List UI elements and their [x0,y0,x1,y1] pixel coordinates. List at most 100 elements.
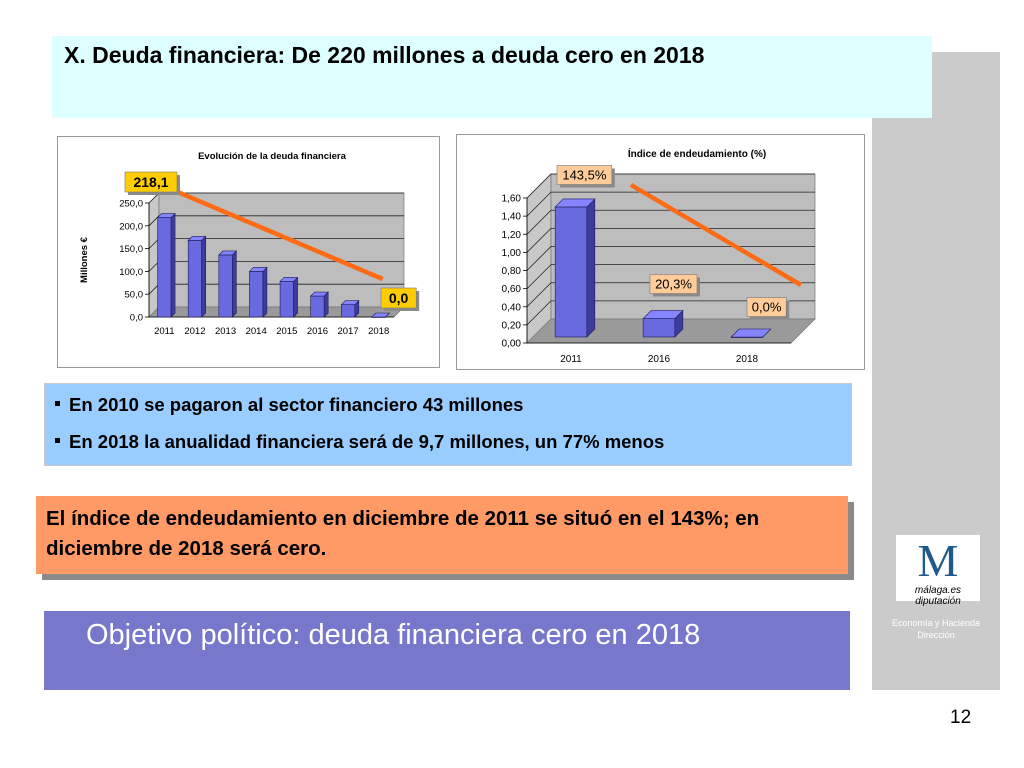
data-label: 143,5% [562,168,607,183]
gridline [526,209,815,235]
y-tick-label: 250,0 [119,199,143,210]
bar [279,281,294,318]
bar-side [170,212,176,318]
y-axis-title: Millones € [79,236,90,283]
bullet-list: En 2010 se pagaron al sector financiero … [44,383,852,466]
data-label-box [556,165,613,185]
data-label-box [124,171,178,193]
slide-title: X. Deuda financiera: De 220 millones a d… [64,42,705,68]
bar [249,271,264,318]
department-line: Economía y Hacienda [891,618,981,628]
bar [187,240,202,318]
page-number: 12 [950,707,972,728]
data-label: 218,1 [133,174,168,190]
gridline [526,227,815,253]
trend-arrow-line [173,188,384,282]
data-label-box [746,297,787,317]
bar-top [371,312,391,318]
bar [157,217,172,318]
chart-floor [148,306,405,318]
y-tick-label: 0,20 [502,320,522,331]
x-tick-label: 2018 [368,326,389,337]
x-tick-label: 2011 [560,354,582,365]
bar-side [232,250,237,318]
debt-chart-panel: Evolución de la deuda financiera 0,0 50,0 1… [57,136,440,368]
x-tick-label: 2018 [736,354,759,365]
gridline [526,173,815,199]
bar-top [309,291,329,297]
x-tick-label: 2014 [246,326,267,337]
bar-top [248,267,268,272]
y-tick-label: 0,60 [502,284,522,295]
bullet-text: En 2010 se pagaron al sector financiero … [69,394,524,415]
bullet-square-icon [55,438,60,443]
y-tick-label: 1,40 [502,212,522,223]
malaga-logo: M málaga.es diputación [896,535,980,607]
department-label: Economía y Hacienda Dirección [872,617,1000,641]
bar-top [218,250,238,256]
chart-title: Índice de endeudamiento (%) [628,147,766,160]
x-tick-label: 2016 [648,354,671,365]
bar-top [730,328,772,338]
gridline [526,300,815,326]
data-label: 0,0% [752,300,782,315]
objective-box: Objetivo político: deuda financiera cero… [44,611,850,690]
x-tick-label: 2015 [276,326,297,337]
debt-ratio-chart-panel: Índice de endeudamiento (%) 0,00 0,20 0,40 0… [456,134,865,370]
y-tick-label: 100,0 [119,267,143,278]
gridline [526,282,815,308]
data-label: 20,3% [655,277,692,292]
data-label: 0,0 [389,290,409,306]
gridline [526,191,815,217]
y-tick-label: 0,80 [502,266,522,277]
y-tick-label: 1,60 [502,194,522,205]
x-tick-label: 2011 [154,326,174,337]
bullet-item: En 2018 la anualidad financiera será de … [55,431,664,453]
bar [554,206,588,338]
trend-arrow-line [629,183,803,287]
bar-top [340,300,360,305]
bar-top [554,198,596,208]
x-tick-label: 2017 [337,326,358,337]
chart-title: Evolución de la deuda financiera [198,151,347,162]
bullet-square-icon [55,401,60,406]
x-tick-label: 2016 [307,326,328,337]
y-tick-label: 0,0 [130,313,143,324]
highlight-box: El índice de endeudamiento en diciembre … [36,496,848,574]
bar-side [586,198,596,338]
bar-side [262,266,268,318]
bar-side [201,235,206,318]
bar-top [642,310,684,319]
y-tick-label: 0,00 [502,339,522,350]
bar [310,295,325,318]
gridline [526,264,815,289]
logo-caption: málaga.es diputación [914,585,962,607]
gridline [526,246,815,271]
logo-letter: M [917,535,959,586]
y-tick-label: 50,0 [125,290,144,301]
bar [341,304,356,318]
bar-side [293,276,298,318]
objective-text: Objetivo político: deuda financiera cero… [86,619,701,651]
x-tick-label: 2012 [184,326,205,337]
x-tick-label: 2013 [215,326,236,337]
bar-top [187,236,207,241]
bar [218,254,233,318]
y-tick-label: 1,20 [502,230,522,241]
bar-top [279,277,299,282]
y-tick-label: 0,40 [502,302,522,313]
data-label-box [380,287,417,309]
bar-top [156,213,176,218]
bar [642,318,676,338]
y-tick-label: 200,0 [119,221,143,232]
debt-ratio-chart: Índice de endeudamiento (%) 0,00 0,20 0,40 0… [502,147,816,365]
debt-chart: Evolución de la deuda financiera 0,0 50,0 1… [79,151,420,337]
slide-title-box: X. Deuda financiera: De 220 millones a d… [52,36,932,118]
y-tick-label: 1,00 [502,248,522,259]
y-tick-label: 150,0 [119,244,143,255]
department-line: Dirección [917,630,955,640]
bullet-item: En 2010 se pagaron al sector financiero … [55,394,523,416]
data-label-box [649,274,698,294]
bullet-text: En 2018 la anualidad financiera será de … [69,431,665,452]
highlight-text: El índice de endeudamiento en diciembre … [46,507,760,560]
